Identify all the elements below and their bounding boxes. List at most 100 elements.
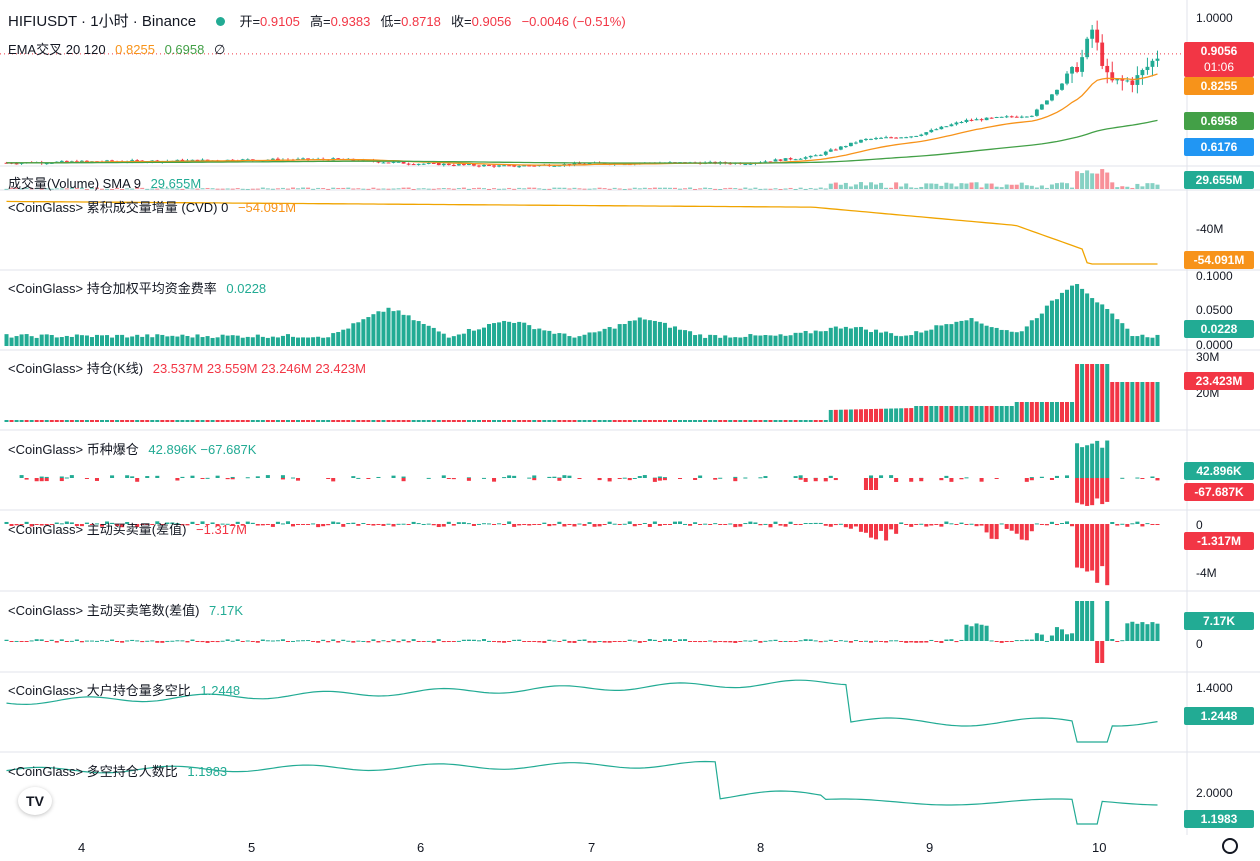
symbol-title[interactable]: HIFIUSDT · 1小时 · Binance xyxy=(8,13,197,30)
volume-legend[interactable]: 成交量(Volume) SMA 9 29.655M xyxy=(8,176,207,192)
taker-tick-2: -4M xyxy=(1196,566,1217,580)
oi-candle xyxy=(728,420,733,422)
oi-candle xyxy=(617,420,622,422)
taker-volume-bar xyxy=(59,523,64,525)
oi-candle xyxy=(808,420,813,422)
x-tick-8: 8 xyxy=(757,840,765,855)
top-ratio-legend[interactable]: <CoinGlass> 大户持仓量多空比 1.2448 xyxy=(8,683,246,699)
taker-count-bar xyxy=(245,640,250,642)
volume-bar xyxy=(225,188,230,190)
taker-count-legend[interactable]: <CoinGlass> 主动买卖笔数(差值) 7.17K xyxy=(8,603,249,619)
taker-vol-legend[interactable]: <CoinGlass> 主动买卖量(差值) −1.317M xyxy=(8,522,253,538)
oi-candle xyxy=(180,420,185,422)
taker-count-bar xyxy=(572,641,577,643)
taker-count-bar xyxy=(140,641,145,643)
taker-count-bar xyxy=(1135,623,1140,641)
price-candle xyxy=(859,139,863,143)
settings-icon[interactable] xyxy=(1222,838,1238,854)
taker-count-bar xyxy=(220,640,225,642)
liquidation-short-bar xyxy=(44,478,49,482)
taker-volume-bar xyxy=(255,524,260,526)
oi-candle xyxy=(481,420,487,422)
oi-candle xyxy=(879,408,884,422)
taker-volume-bar xyxy=(200,521,205,524)
oi-candle xyxy=(954,406,959,422)
funding-legend[interactable]: <CoinGlass> 持仓加权平均资金费率 0.0228 xyxy=(8,281,272,297)
liquidation-long-bar xyxy=(290,477,296,479)
taker-volume-bar xyxy=(733,524,738,528)
price-candle xyxy=(854,142,858,144)
funding-bar xyxy=(497,322,502,346)
taker-volume-bar xyxy=(69,522,74,524)
taker-volume-bar xyxy=(979,524,984,526)
ema-legend[interactable]: EMA交叉 20 120 0.8255 0.6958 ∅ xyxy=(8,42,231,58)
funding-bar xyxy=(833,326,838,346)
oi-candle xyxy=(321,420,326,422)
taker-volume-bar xyxy=(728,523,733,525)
volume-bar xyxy=(79,187,84,189)
oi-candle xyxy=(331,420,336,422)
volume-bar xyxy=(768,188,773,190)
volume-bar xyxy=(316,187,321,189)
funding-bar xyxy=(899,336,904,346)
oi-candle xyxy=(386,420,391,422)
price-candle xyxy=(105,160,109,162)
funding-bar xyxy=(1019,331,1024,346)
cvd-legend[interactable]: <CoinGlass> 累积成交量增量 (CVD) 0 −54.091M xyxy=(8,200,302,216)
funding-bar xyxy=(1039,313,1044,346)
funding-bar xyxy=(934,325,939,346)
price-candle xyxy=(361,159,366,162)
volume-bar xyxy=(285,188,290,190)
volume-bar xyxy=(547,188,552,190)
oi-candle xyxy=(502,420,507,422)
taker-volume-bar xyxy=(929,524,934,526)
taker-count-bar xyxy=(1130,621,1135,641)
taker-count-bar xyxy=(331,639,336,641)
ls-ratio-legend[interactable]: <CoinGlass> 多空持仓人数比 1.1983 xyxy=(8,764,233,780)
taker-count-bar xyxy=(667,639,672,641)
taker-count-bar xyxy=(165,640,170,642)
taker-count-bar xyxy=(411,639,416,641)
oi-candle xyxy=(1105,364,1110,422)
volume-bar xyxy=(984,183,989,189)
oi-candle xyxy=(547,420,552,422)
price-candle xyxy=(507,165,512,167)
tradingview-logo[interactable]: TV xyxy=(18,787,52,815)
taker-count-bar xyxy=(537,641,542,643)
volume-bar xyxy=(210,188,215,190)
volume-bar xyxy=(185,187,190,189)
price-candle xyxy=(421,163,426,165)
volume-bar xyxy=(270,188,275,190)
liquidation-short-bar xyxy=(874,478,879,490)
funding-bar xyxy=(1130,336,1135,346)
taker-volume-bar xyxy=(341,524,346,527)
volume-bar xyxy=(195,188,200,190)
taker-volume-bar xyxy=(140,524,145,525)
oi-candle xyxy=(803,420,808,422)
volume-bar xyxy=(622,188,627,190)
liq-legend[interactable]: <CoinGlass> 币种爆仓 42.896K −67.687K xyxy=(8,442,262,458)
volume-bar xyxy=(54,188,59,190)
taker-volume-bar xyxy=(64,521,69,524)
taker-count-bar xyxy=(808,639,813,641)
volume-bar xyxy=(924,183,929,189)
taker-count-bar xyxy=(768,640,773,642)
price-candle xyxy=(808,155,813,158)
close-value: 0.9056 xyxy=(471,14,512,29)
price-candle xyxy=(798,158,803,160)
oi-candle xyxy=(698,420,703,422)
liquidation-long-bar xyxy=(356,477,361,479)
taker-count-bar xyxy=(999,641,1004,643)
oi-candle xyxy=(1034,402,1039,422)
taker-volume-bar xyxy=(205,524,210,525)
funding-bar xyxy=(301,337,306,346)
volume-bar xyxy=(1009,184,1014,189)
taker-volume-bar xyxy=(155,521,160,524)
taker-volume-bar xyxy=(1024,524,1029,541)
funding-bar xyxy=(1145,337,1150,346)
liquidation-short-bar xyxy=(446,478,451,479)
oi-legend[interactable]: <CoinGlass> 持仓(K线) 23.537M 23.559M 23.24… xyxy=(8,361,372,377)
taker-count-bar xyxy=(713,641,718,643)
taker-volume-bar xyxy=(74,524,79,527)
